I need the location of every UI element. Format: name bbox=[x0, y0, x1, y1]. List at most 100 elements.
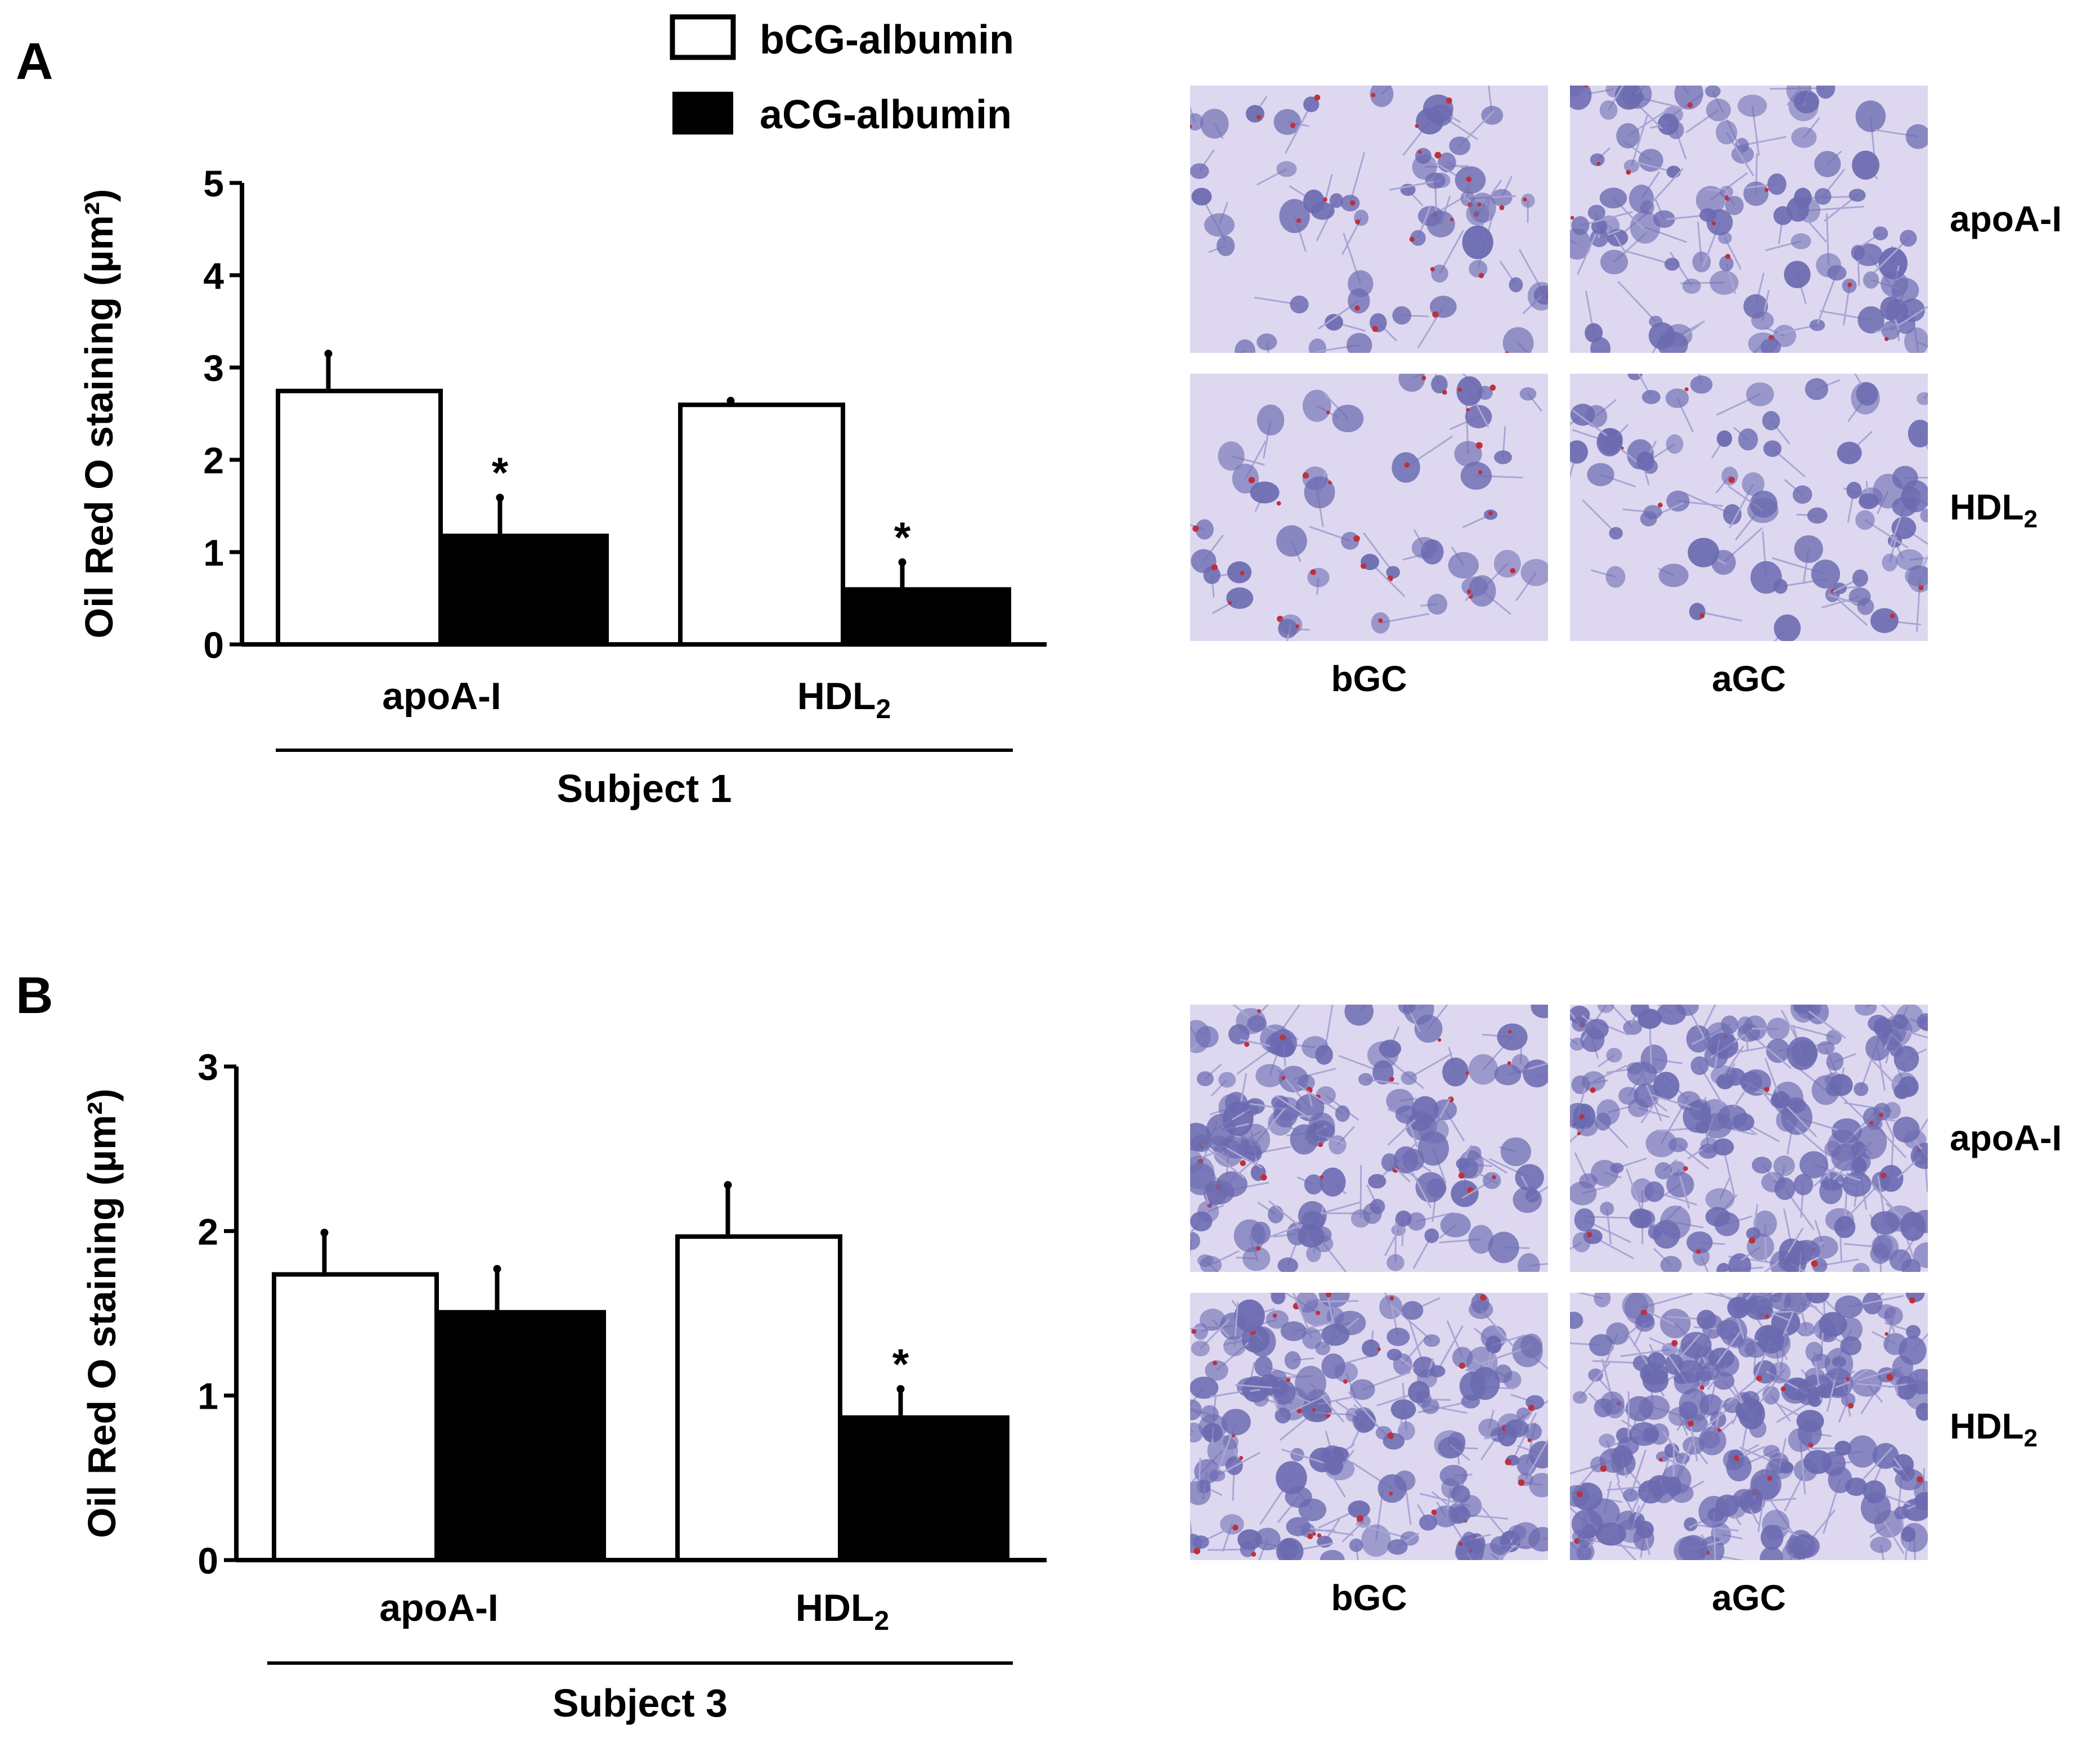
cell bbox=[1905, 1325, 1921, 1339]
cell bbox=[1220, 1514, 1244, 1535]
cell bbox=[1809, 319, 1825, 331]
chart-b: 0 1 2 3 Oil Red O staining (µm²) * apoA-I HDL2 S… bbox=[80, 1046, 1047, 1725]
lipid-droplet bbox=[1378, 618, 1383, 623]
micrograph-column-label: bGC bbox=[1331, 1578, 1407, 1618]
cell bbox=[1448, 552, 1479, 579]
lipid-droplet bbox=[1917, 1476, 1923, 1483]
lipid-droplet bbox=[1446, 97, 1452, 104]
cell bbox=[1817, 1041, 1835, 1055]
cell bbox=[1716, 1262, 1731, 1272]
lipid-droplet bbox=[1577, 1131, 1581, 1136]
lipid-droplet bbox=[1518, 1479, 1525, 1486]
cell bbox=[1784, 261, 1811, 289]
cell bbox=[1636, 451, 1654, 471]
y-tick-label: 3 bbox=[198, 1046, 218, 1088]
cell bbox=[1893, 1506, 1909, 1520]
cell bbox=[1661, 1343, 1678, 1356]
cell-projection bbox=[1637, 374, 1652, 398]
cell bbox=[1303, 389, 1331, 422]
cell bbox=[1668, 1406, 1691, 1426]
lipid-droplet bbox=[1458, 1172, 1465, 1179]
cell bbox=[1504, 1419, 1529, 1438]
cell bbox=[1596, 1099, 1620, 1126]
cell bbox=[1528, 1527, 1548, 1552]
cell bbox=[1657, 1005, 1686, 1025]
lipid-droplet bbox=[1437, 1038, 1442, 1042]
cell bbox=[1606, 1322, 1630, 1345]
lipid-droplet bbox=[1478, 272, 1484, 279]
cell bbox=[1891, 517, 1917, 539]
cell bbox=[1782, 1543, 1803, 1560]
cell bbox=[1242, 1246, 1271, 1271]
cell bbox=[1500, 1137, 1531, 1167]
lipid-droplet bbox=[1360, 563, 1367, 569]
cell bbox=[1398, 1421, 1415, 1441]
micrograph-column-label: aGC bbox=[1712, 658, 1786, 699]
cell bbox=[1460, 461, 1492, 490]
cell bbox=[1233, 1219, 1266, 1252]
cell-projection bbox=[1572, 409, 1613, 441]
cell bbox=[1664, 257, 1680, 271]
lipid-droplet bbox=[1510, 568, 1516, 574]
cell bbox=[1684, 1517, 1698, 1531]
cell bbox=[1716, 430, 1733, 447]
cell bbox=[1788, 1428, 1812, 1452]
cell bbox=[1361, 1524, 1391, 1557]
panel-letter-a: A bbox=[16, 33, 53, 90]
lipid-droplet bbox=[1356, 1515, 1363, 1522]
legend-swatch-bcg bbox=[670, 14, 736, 60]
cell bbox=[1604, 433, 1621, 446]
cell bbox=[1304, 1174, 1323, 1195]
lipid-droplet bbox=[1489, 384, 1496, 391]
cell bbox=[1857, 306, 1884, 334]
category-label: HDL2 bbox=[796, 1587, 889, 1636]
cell bbox=[1776, 1109, 1798, 1132]
cell bbox=[1424, 1228, 1439, 1243]
cell bbox=[1276, 161, 1297, 177]
cell-projection bbox=[1389, 1303, 1433, 1342]
lipid-droplet bbox=[1389, 1296, 1394, 1301]
cell bbox=[1191, 187, 1212, 206]
bar bbox=[675, 1234, 842, 1562]
lipid-droplet bbox=[1695, 1249, 1701, 1254]
error-bar-cap bbox=[724, 1181, 732, 1189]
cell bbox=[1415, 1172, 1446, 1203]
cell bbox=[1747, 498, 1779, 523]
cell bbox=[1859, 493, 1879, 509]
cell bbox=[1703, 1361, 1720, 1381]
cell bbox=[1594, 1293, 1611, 1307]
cell bbox=[1348, 1500, 1370, 1518]
lipid-droplet bbox=[1280, 1034, 1286, 1041]
lipid-droplet bbox=[1286, 1378, 1291, 1382]
cell bbox=[1750, 1469, 1782, 1500]
y-tick-label: 1 bbox=[198, 1375, 218, 1417]
cell-projection bbox=[1816, 272, 1838, 324]
cell bbox=[1232, 463, 1259, 494]
lipid-droplet bbox=[1505, 351, 1509, 353]
cell bbox=[1870, 1244, 1890, 1264]
cell bbox=[1660, 1256, 1682, 1272]
cell bbox=[1462, 225, 1493, 259]
cell-projection bbox=[1742, 136, 1787, 146]
cell bbox=[1805, 378, 1829, 400]
cell bbox=[1769, 1361, 1791, 1384]
lipid-droplet bbox=[1658, 502, 1663, 508]
cell bbox=[1746, 382, 1774, 406]
micrograph-row-label: HDL2 bbox=[1950, 487, 2038, 533]
cell bbox=[1794, 535, 1823, 563]
cell bbox=[1862, 1293, 1883, 1315]
lipid-droplet bbox=[1576, 1491, 1583, 1498]
lipid-droplet bbox=[1256, 1246, 1261, 1251]
cell-projection bbox=[1348, 1391, 1385, 1433]
cell bbox=[1904, 327, 1928, 353]
cell bbox=[1570, 404, 1595, 426]
cell bbox=[1410, 230, 1426, 246]
cell bbox=[1791, 127, 1817, 148]
error-bar-cap bbox=[896, 1384, 905, 1393]
cell bbox=[1705, 1188, 1735, 1211]
cell bbox=[1320, 1549, 1345, 1560]
y-tick-label: 4 bbox=[203, 255, 224, 297]
micrograph-row-label: apoA-I bbox=[1950, 199, 2062, 239]
cell bbox=[1881, 271, 1909, 298]
lipid-droplet bbox=[1354, 305, 1360, 311]
